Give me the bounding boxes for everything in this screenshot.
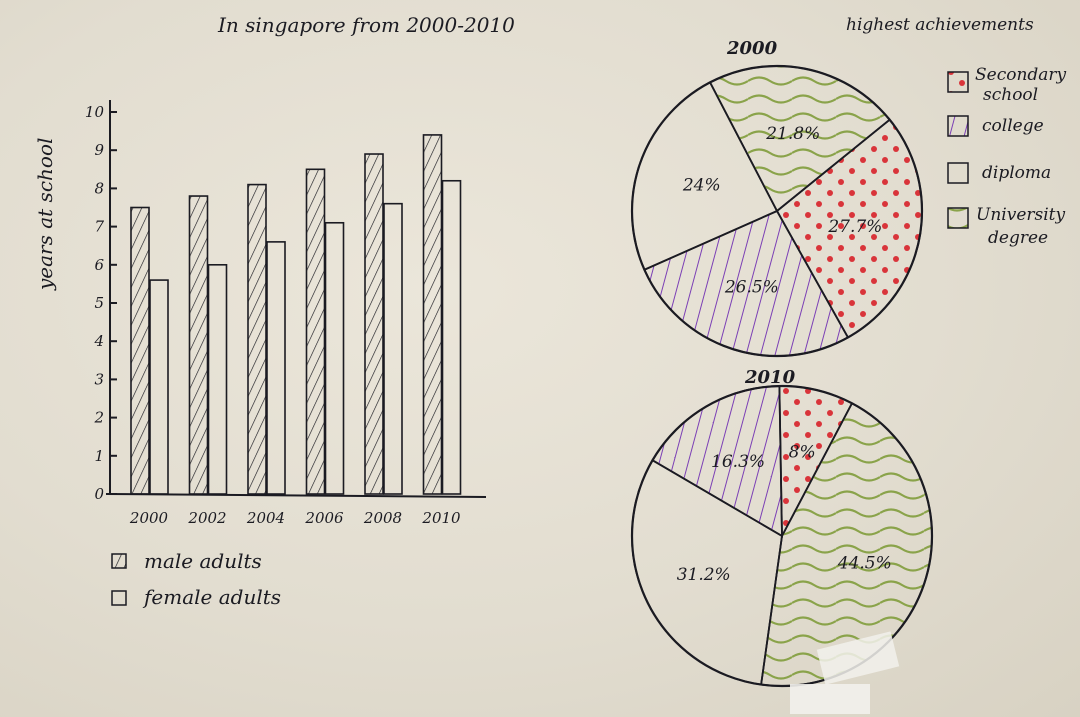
pie-slice-label: 21.8% <box>765 124 820 144</box>
legend-label-male: male adults <box>144 549 262 573</box>
y-tick-label: 1 <box>94 447 104 465</box>
pie-slice-label: 31.2% <box>677 565 731 585</box>
pie-slice-label: 24% <box>682 176 721 196</box>
legend-label-university-1: University <box>976 205 1065 225</box>
bar-female <box>383 202 403 495</box>
y-tick-label: 3 <box>94 370 104 388</box>
pie-outline <box>630 64 924 358</box>
y-tick-label: 8 <box>94 179 104 197</box>
bar-female <box>266 241 286 495</box>
y-tick-label: 5 <box>94 294 104 312</box>
bar-male <box>247 183 267 495</box>
pie-slice-label: 8% <box>789 442 816 462</box>
y-ticks: 0 1 2 3 4 5 6 7 8 9 10 <box>85 103 117 503</box>
legend-swatch-male <box>111 553 127 569</box>
legend-swatch-university <box>947 207 969 229</box>
legend-label-secondary-2: school <box>983 85 1038 105</box>
bar-female <box>324 221 345 495</box>
legend-label-university-2: degree <box>988 228 1048 248</box>
x-tick-label: 2008 <box>363 509 402 527</box>
y-tick-label: 4 <box>93 332 104 350</box>
bar-female <box>207 263 228 495</box>
x-tick-label: 2002 <box>187 509 226 527</box>
bar-male <box>422 134 443 495</box>
chart-title: In singapore from 2000-2010 <box>217 13 515 37</box>
x-tick-label: 2000 <box>129 509 169 527</box>
x-axis-line <box>105 493 487 498</box>
y-tick-label: 9 <box>94 141 104 159</box>
legend-swatch-female <box>111 590 127 606</box>
pie-title-2010: 2010 <box>744 367 796 388</box>
y-tick-label: 2 <box>93 409 104 427</box>
y-tick-label: 6 <box>94 256 104 274</box>
legend-swatch-college <box>947 115 969 137</box>
tape-strip <box>816 631 900 685</box>
bar-legend: male adults female adults <box>111 549 281 609</box>
bars <box>130 134 462 495</box>
legend-swatch-diploma <box>947 162 969 184</box>
pie-slice-label: 26.5% <box>724 278 779 298</box>
x-tick-label: 2006 <box>304 509 344 527</box>
legend-label-college: college <box>982 116 1044 136</box>
bar-female <box>149 279 169 495</box>
pie-legend-title: highest achievements <box>846 15 1034 35</box>
y-axis-label: years at school <box>33 138 57 291</box>
legend-label-diploma: diploma <box>982 163 1051 183</box>
bar-male <box>305 168 326 495</box>
y-tick-label: 7 <box>94 218 104 236</box>
legend-swatch-secondary <box>947 71 969 93</box>
bar-male <box>188 195 209 495</box>
pie-slice-label: 27.7% <box>827 217 882 237</box>
pie-outline <box>630 384 934 688</box>
pie-slice-label: 16.3% <box>711 452 765 472</box>
legend-label-secondary-1: Secondary <box>975 65 1067 85</box>
pie-slice-label: 44.5% <box>837 554 892 574</box>
x-ticks: 2000 2002 2004 2006 2008 2010 <box>129 509 461 527</box>
bar-female <box>441 179 462 495</box>
x-tick-label: 2010 <box>421 509 461 527</box>
pie-chart-2010: 2010 8% 44.5% 31.2% 16.3% <box>630 367 934 688</box>
bar-male <box>364 153 384 495</box>
pie-chart-2000: 2000 27.7% 26.5% 24% 21.8% <box>630 38 924 358</box>
pie-title-2000: 2000 <box>726 38 778 59</box>
y-tick-label: 10 <box>85 103 105 121</box>
legend-label-female: female adults <box>142 585 281 609</box>
tape-strip <box>790 684 870 714</box>
bar-male <box>130 206 150 495</box>
pie-legend: highest achievements Secondary school co… <box>846 15 1067 248</box>
x-tick-label: 2004 <box>246 509 285 527</box>
y-tick-label: 0 <box>94 485 104 503</box>
